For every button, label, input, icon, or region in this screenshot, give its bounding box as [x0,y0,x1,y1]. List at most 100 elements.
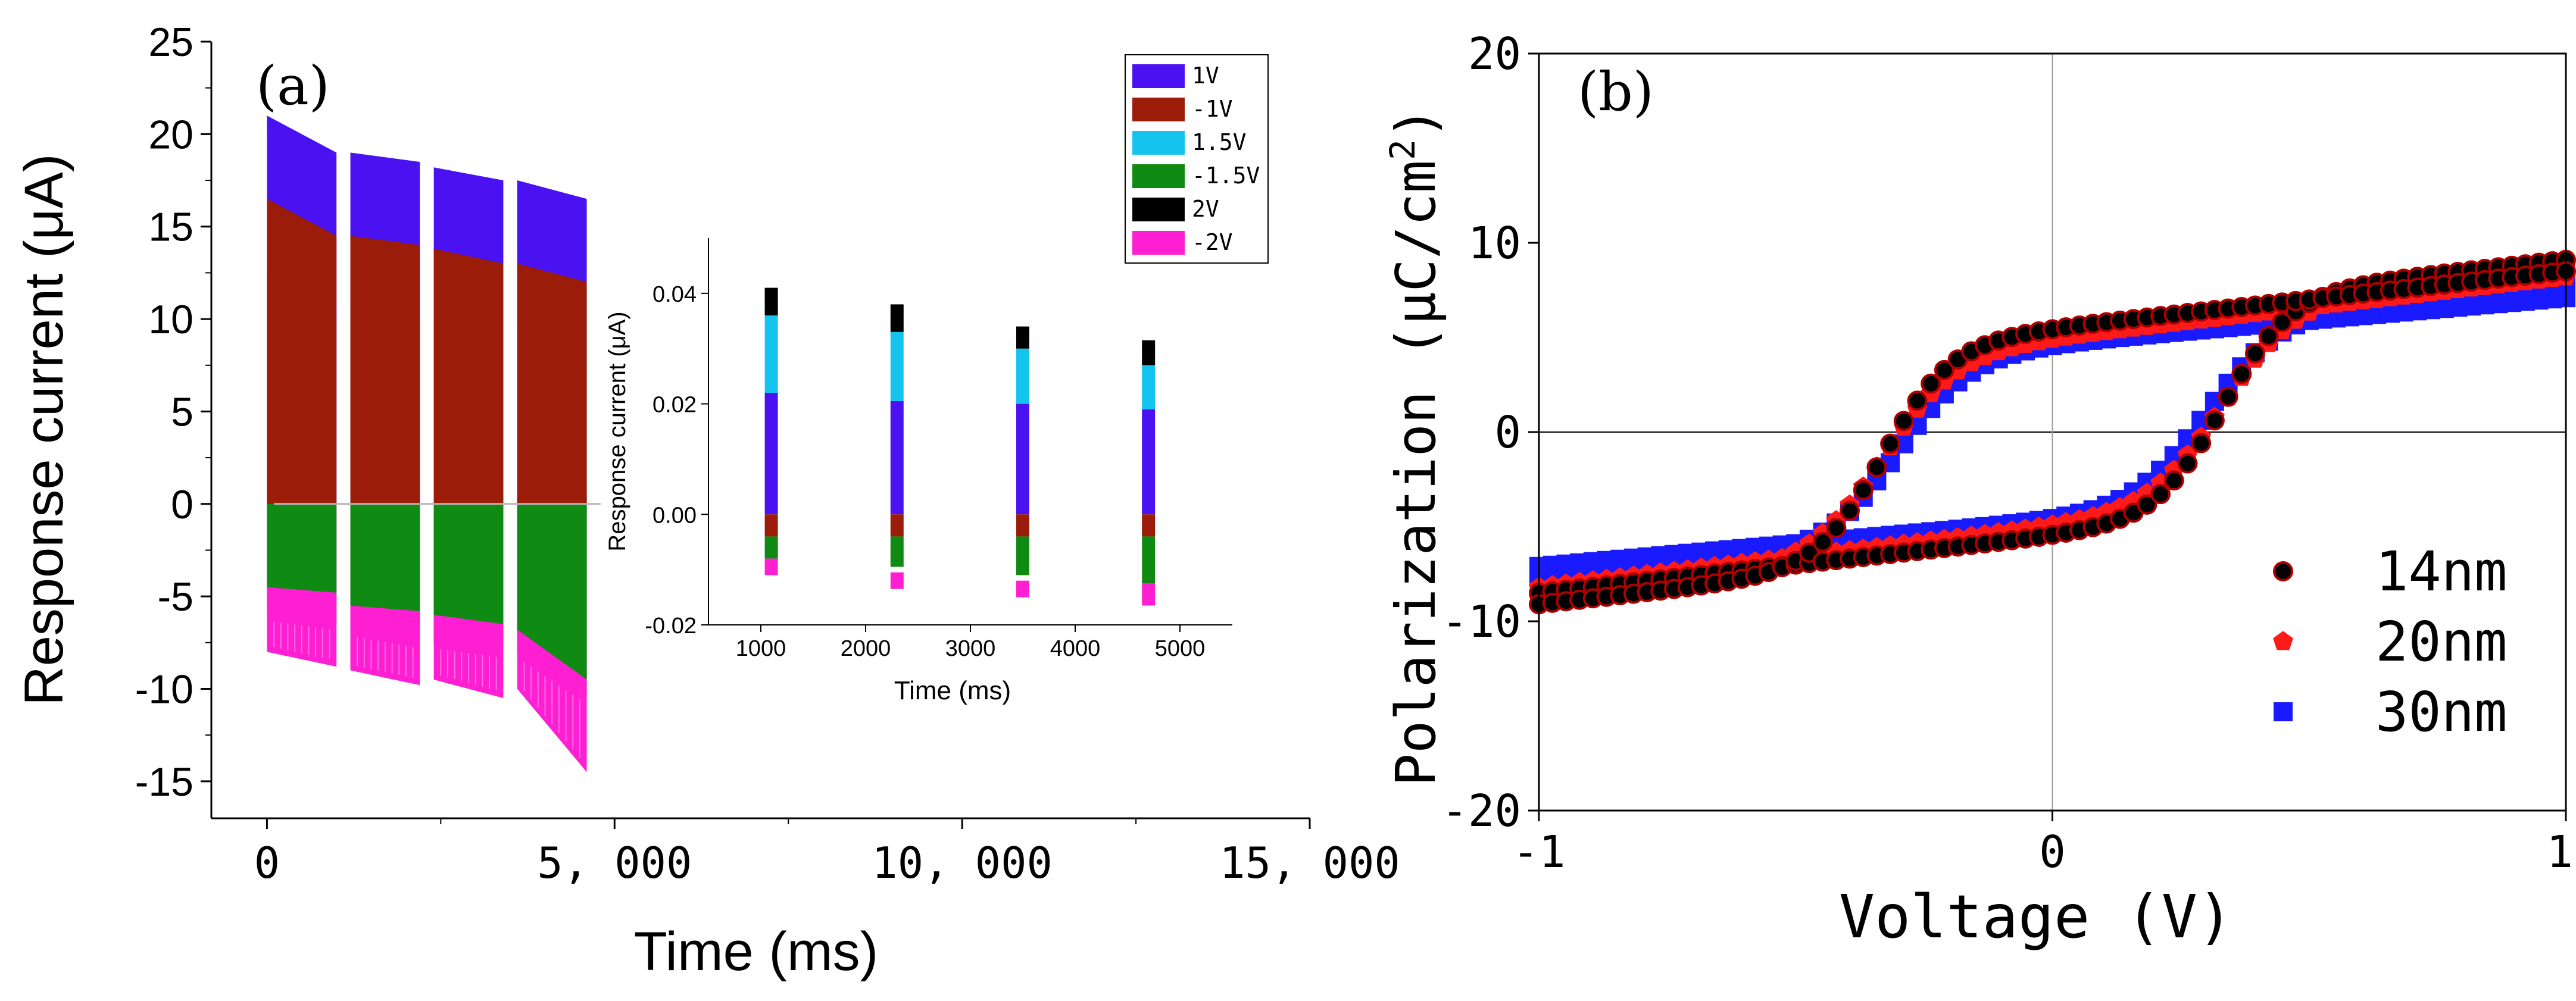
legend: 1V -1V 1.5V -1.5V 2V -2V [1125,54,1269,264]
y-tick-label: 25 [148,20,193,65]
x-tick-label: 5, 000 [537,838,692,888]
pulse-band--1V [517,263,587,504]
data-point-14nm [2204,410,2225,431]
pulse-band--1V [433,249,504,504]
y-axis: -15 -10 -5 0 5 10 15 20 25 [135,20,211,805]
data-point-14nm [1812,531,1833,552]
legend-swatch--2V [1132,231,1185,255]
legend-swatch--1V [1132,98,1185,121]
y-tick-label: 15 [148,205,193,250]
x-tick-label: 0 [254,838,280,888]
inset-y-axis: -0.02 0.00 0.02 0.04 [645,282,708,639]
data-point-14nm [2231,364,2252,384]
y-tick-label: 20 [148,112,193,157]
data-point-14nm [2191,433,2212,453]
pulse-band--1V [267,199,337,504]
x-tick-label: 15, 000 [1219,838,1400,888]
legend-label: 1V [1192,62,1219,89]
y-tick-label: -20 [1441,786,1521,837]
y-axis: -20 -10 0 10 20 [1441,29,1539,837]
data-point-14nm [2163,470,2184,491]
inset-bar--2V [1016,580,1029,598]
inset-bar-1.5V [890,331,904,401]
y-tick-label: 10 [148,297,193,342]
inset-bar--2V [890,572,904,589]
panel-label: (b) [1578,61,1654,123]
panel-label: (a) [256,55,330,117]
inset-bar-2V [764,287,778,315]
legend-label: 14nm [2375,540,2508,603]
x-axis: -1 0 1 [1512,811,2573,878]
data-point-14nm [2150,484,2171,505]
data-point-14nm [1853,480,1874,500]
y-axis-label-main: Polarization (μC/cm [1384,160,1448,786]
y-axis-label-close: ) [1384,107,1448,139]
inset-bar-1.5V [1142,365,1156,409]
y-tick-label: -10 [1441,596,1521,647]
x-axis-label: Voltage (V) [1839,882,2233,952]
legend-label: -1.5V [1192,162,1260,189]
inset-bar--1.5V [764,536,778,559]
data-point-14nm [2258,326,2279,346]
legend-marker-30nm [2274,702,2293,721]
inset-y-axis-label: Response current (μA) [604,311,630,551]
inset-bar--1.5V [890,536,904,567]
data-point-14nm [2218,386,2238,407]
inset-y-tick-label: 0.00 [652,503,697,528]
y-axis-label-superscript: 2 [1382,139,1423,160]
inset-y-tick-label: -0.02 [645,614,697,639]
legend-label: 20nm [2375,610,2508,674]
legend-swatch--1.5V [1132,164,1185,188]
data-point-14nm [2244,343,2265,364]
inset-bar-1.5V [1016,348,1029,404]
inset-x-tick-label: 5000 [1155,636,1206,661]
inset-bar--2V [1142,583,1156,606]
inset-x-tick-label: 1000 [736,636,786,661]
inset-bar--2V [764,558,778,575]
x-tick-label: -1 [1512,827,1565,878]
data-point-14nm [1826,518,1847,539]
legend-label: -1V [1192,96,1233,122]
inset-x-tick-label: 2000 [841,636,891,661]
data-point-14nm [1880,433,1901,454]
inset-bar-1.5V [764,315,778,393]
x-tick-label: 0 [2039,827,2066,878]
inset-bar-2V [1142,340,1156,365]
legend-marker-14nm [2273,561,2293,581]
data-point-14nm [2272,312,2293,333]
data-point-14nm [1907,390,1928,411]
inset-bar-2V [1016,326,1029,349]
y-tick-label: -10 [135,667,193,712]
inset-x-axis: 1000 2000 3000 4000 5000 [736,625,1206,661]
pulse-band--1.5V [267,503,337,593]
data-point-14nm [1934,359,1954,380]
legend-swatch-1V [1132,64,1185,88]
data-point-14nm [1866,457,1887,478]
y-tick-label: -5 [158,574,193,620]
x-axis-label: Time (ms) [634,921,879,982]
data-point-14nm [1921,373,1941,394]
inset-x-tick-label: 3000 [945,636,996,661]
legend-marker-20nm [2273,631,2293,650]
y-tick-label: 0 [171,482,193,527]
pulse-band--1.5V [517,503,587,680]
legend-box [1125,54,1269,264]
inset-bar-2V [890,304,904,332]
inset-y-tick-label: 0.02 [652,393,697,418]
y-tick-label: 5 [171,389,193,434]
inset-y-tick-label: 0.04 [652,282,697,307]
hysteresis-points [1529,249,2576,615]
inset-bar--1.5V [1016,536,1029,575]
pulse-band--1.5V [433,503,504,624]
inset-bars [764,287,1156,606]
x-tick-label: 10, 000 [872,838,1052,888]
legend-label: 2V [1192,196,1219,222]
y-tick-label: 0 [1494,407,1521,458]
y-axis-label: Polarization (μC/cm2) [1382,107,1448,787]
inset-x-axis-label: Time (ms) [894,676,1011,705]
legend-swatch-2V [1132,198,1185,221]
data-point-14nm [2177,453,2198,474]
